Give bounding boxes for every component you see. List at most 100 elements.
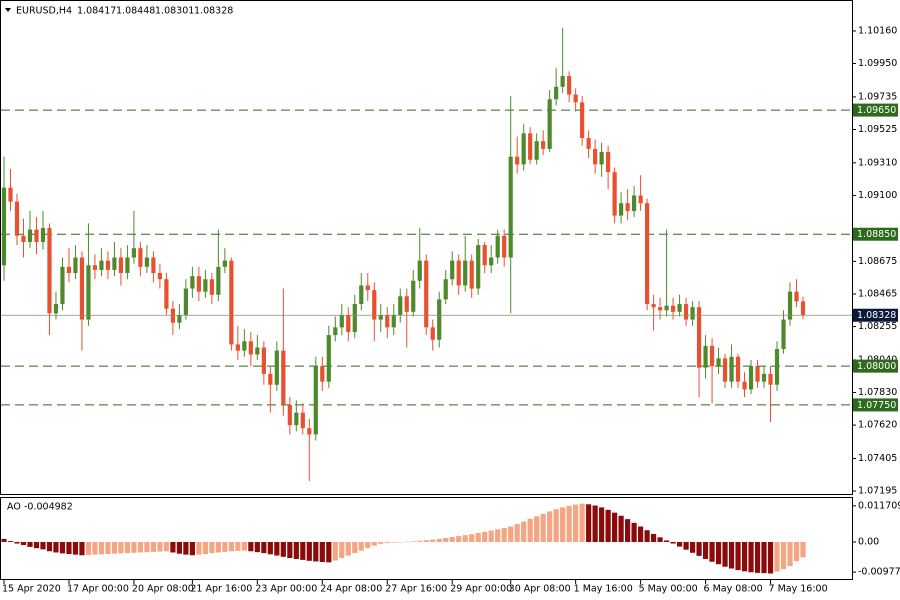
candle-body — [27, 229, 33, 242]
ao-bar — [573, 504, 579, 542]
ao-bar — [27, 541, 33, 547]
candle-body — [313, 366, 318, 435]
candle-body — [703, 345, 708, 368]
candle-body — [794, 291, 799, 302]
level-label: 1.08000 — [857, 361, 896, 372]
ao-bar — [228, 541, 234, 552]
ao-bar — [761, 541, 767, 574]
ao-bar — [293, 541, 299, 559]
ao-bar — [774, 541, 780, 572]
ao-bar — [469, 534, 475, 542]
y-tick-label: 1.09525 — [858, 124, 897, 135]
candle-body — [209, 279, 214, 295]
menu-triangle — [5, 8, 11, 12]
ao-bar — [638, 526, 644, 542]
ao-bar — [689, 541, 696, 553]
ao-bar — [365, 541, 371, 549]
header-open: 1.08417 — [77, 6, 116, 17]
ao-bar — [280, 541, 286, 557]
header-close: 1.08328 — [194, 6, 233, 17]
x-tick-label: 15 Apr 2020 — [2, 584, 61, 595]
candle-body — [190, 276, 195, 289]
candle-body — [118, 257, 124, 274]
ao-bar — [72, 541, 79, 555]
ao-bar — [631, 522, 637, 542]
candle-body — [508, 156, 513, 258]
candle-body — [489, 257, 494, 266]
ao-bar — [40, 541, 46, 550]
ao-bar — [254, 541, 260, 553]
candle-body — [644, 203, 650, 305]
ao-bar — [209, 541, 215, 554]
ao-bar — [7, 541, 14, 542]
ao-bar — [462, 535, 468, 542]
candle-body — [391, 314, 396, 328]
candle-body — [359, 285, 364, 305]
ao-bar — [436, 538, 442, 542]
candle-body — [183, 288, 188, 315]
ao-bar — [176, 541, 182, 554]
y-tick-label: 1.09735 — [858, 91, 897, 102]
ao-bar — [793, 541, 800, 562]
ao-bar — [728, 541, 735, 569]
ao-bar — [482, 531, 488, 542]
ao-bar — [300, 541, 306, 560]
ao-bar — [378, 541, 384, 544]
ao-bar — [475, 533, 481, 542]
ao-bar — [741, 541, 748, 572]
x-tick-label: 17 Apr 00:00 — [67, 584, 129, 595]
candle-body — [521, 133, 526, 165]
ao-bar — [430, 539, 436, 542]
ao-bar — [508, 526, 514, 542]
candle-body — [1, 187, 7, 266]
ao-bar — [787, 541, 793, 567]
candle-body — [417, 260, 422, 281]
candle-body — [567, 75, 572, 95]
ao-bar — [118, 541, 124, 554]
ao-bar — [384, 541, 390, 543]
ao-bar — [189, 541, 195, 556]
ao-bar — [53, 541, 59, 553]
y-tick-label: 1.09100 — [858, 190, 897, 201]
candle-body — [73, 257, 78, 274]
ao-bar — [397, 541, 403, 543]
level-label-box — [853, 103, 898, 117]
ao-bar — [722, 541, 728, 567]
ao-bar — [605, 509, 611, 542]
candle-body — [300, 412, 305, 429]
candle-body — [619, 203, 624, 216]
ao-bar — [488, 530, 494, 542]
candle-body — [157, 273, 163, 280]
ao-bar — [650, 533, 657, 542]
y-tick-label: 1.09310 — [858, 157, 897, 168]
candle-body — [8, 187, 13, 202]
y-tick-label: 1.07405 — [858, 453, 897, 464]
y-tick-label: 1.07620 — [858, 420, 897, 431]
ao-bar — [540, 513, 546, 542]
candle-body — [657, 307, 663, 311]
candle-body — [573, 94, 578, 103]
candle-body — [261, 347, 266, 374]
ao-bar — [534, 516, 540, 542]
candle-body — [593, 148, 598, 165]
ao-bar — [339, 541, 345, 559]
candle-body — [716, 358, 721, 367]
ao-bar — [183, 541, 189, 555]
candle-body — [138, 248, 143, 267]
ao-bar — [527, 518, 533, 542]
ao-bar — [618, 515, 624, 542]
level-label-box — [853, 398, 898, 412]
ao-bar — [657, 537, 663, 542]
ao-bar — [676, 541, 683, 547]
ao-bar — [319, 541, 325, 563]
ao-bar — [612, 512, 618, 542]
candle-body — [372, 290, 377, 320]
ao-bar — [423, 540, 429, 542]
candle-body — [437, 299, 442, 340]
level-label: 1.07750 — [857, 400, 896, 411]
y-tick-label: 1.08255 — [858, 321, 897, 332]
candle-body — [242, 341, 247, 351]
candle-body — [222, 260, 227, 267]
candle-body — [105, 260, 111, 270]
x-tick-label: 29 Apr 00:00 — [450, 584, 512, 595]
